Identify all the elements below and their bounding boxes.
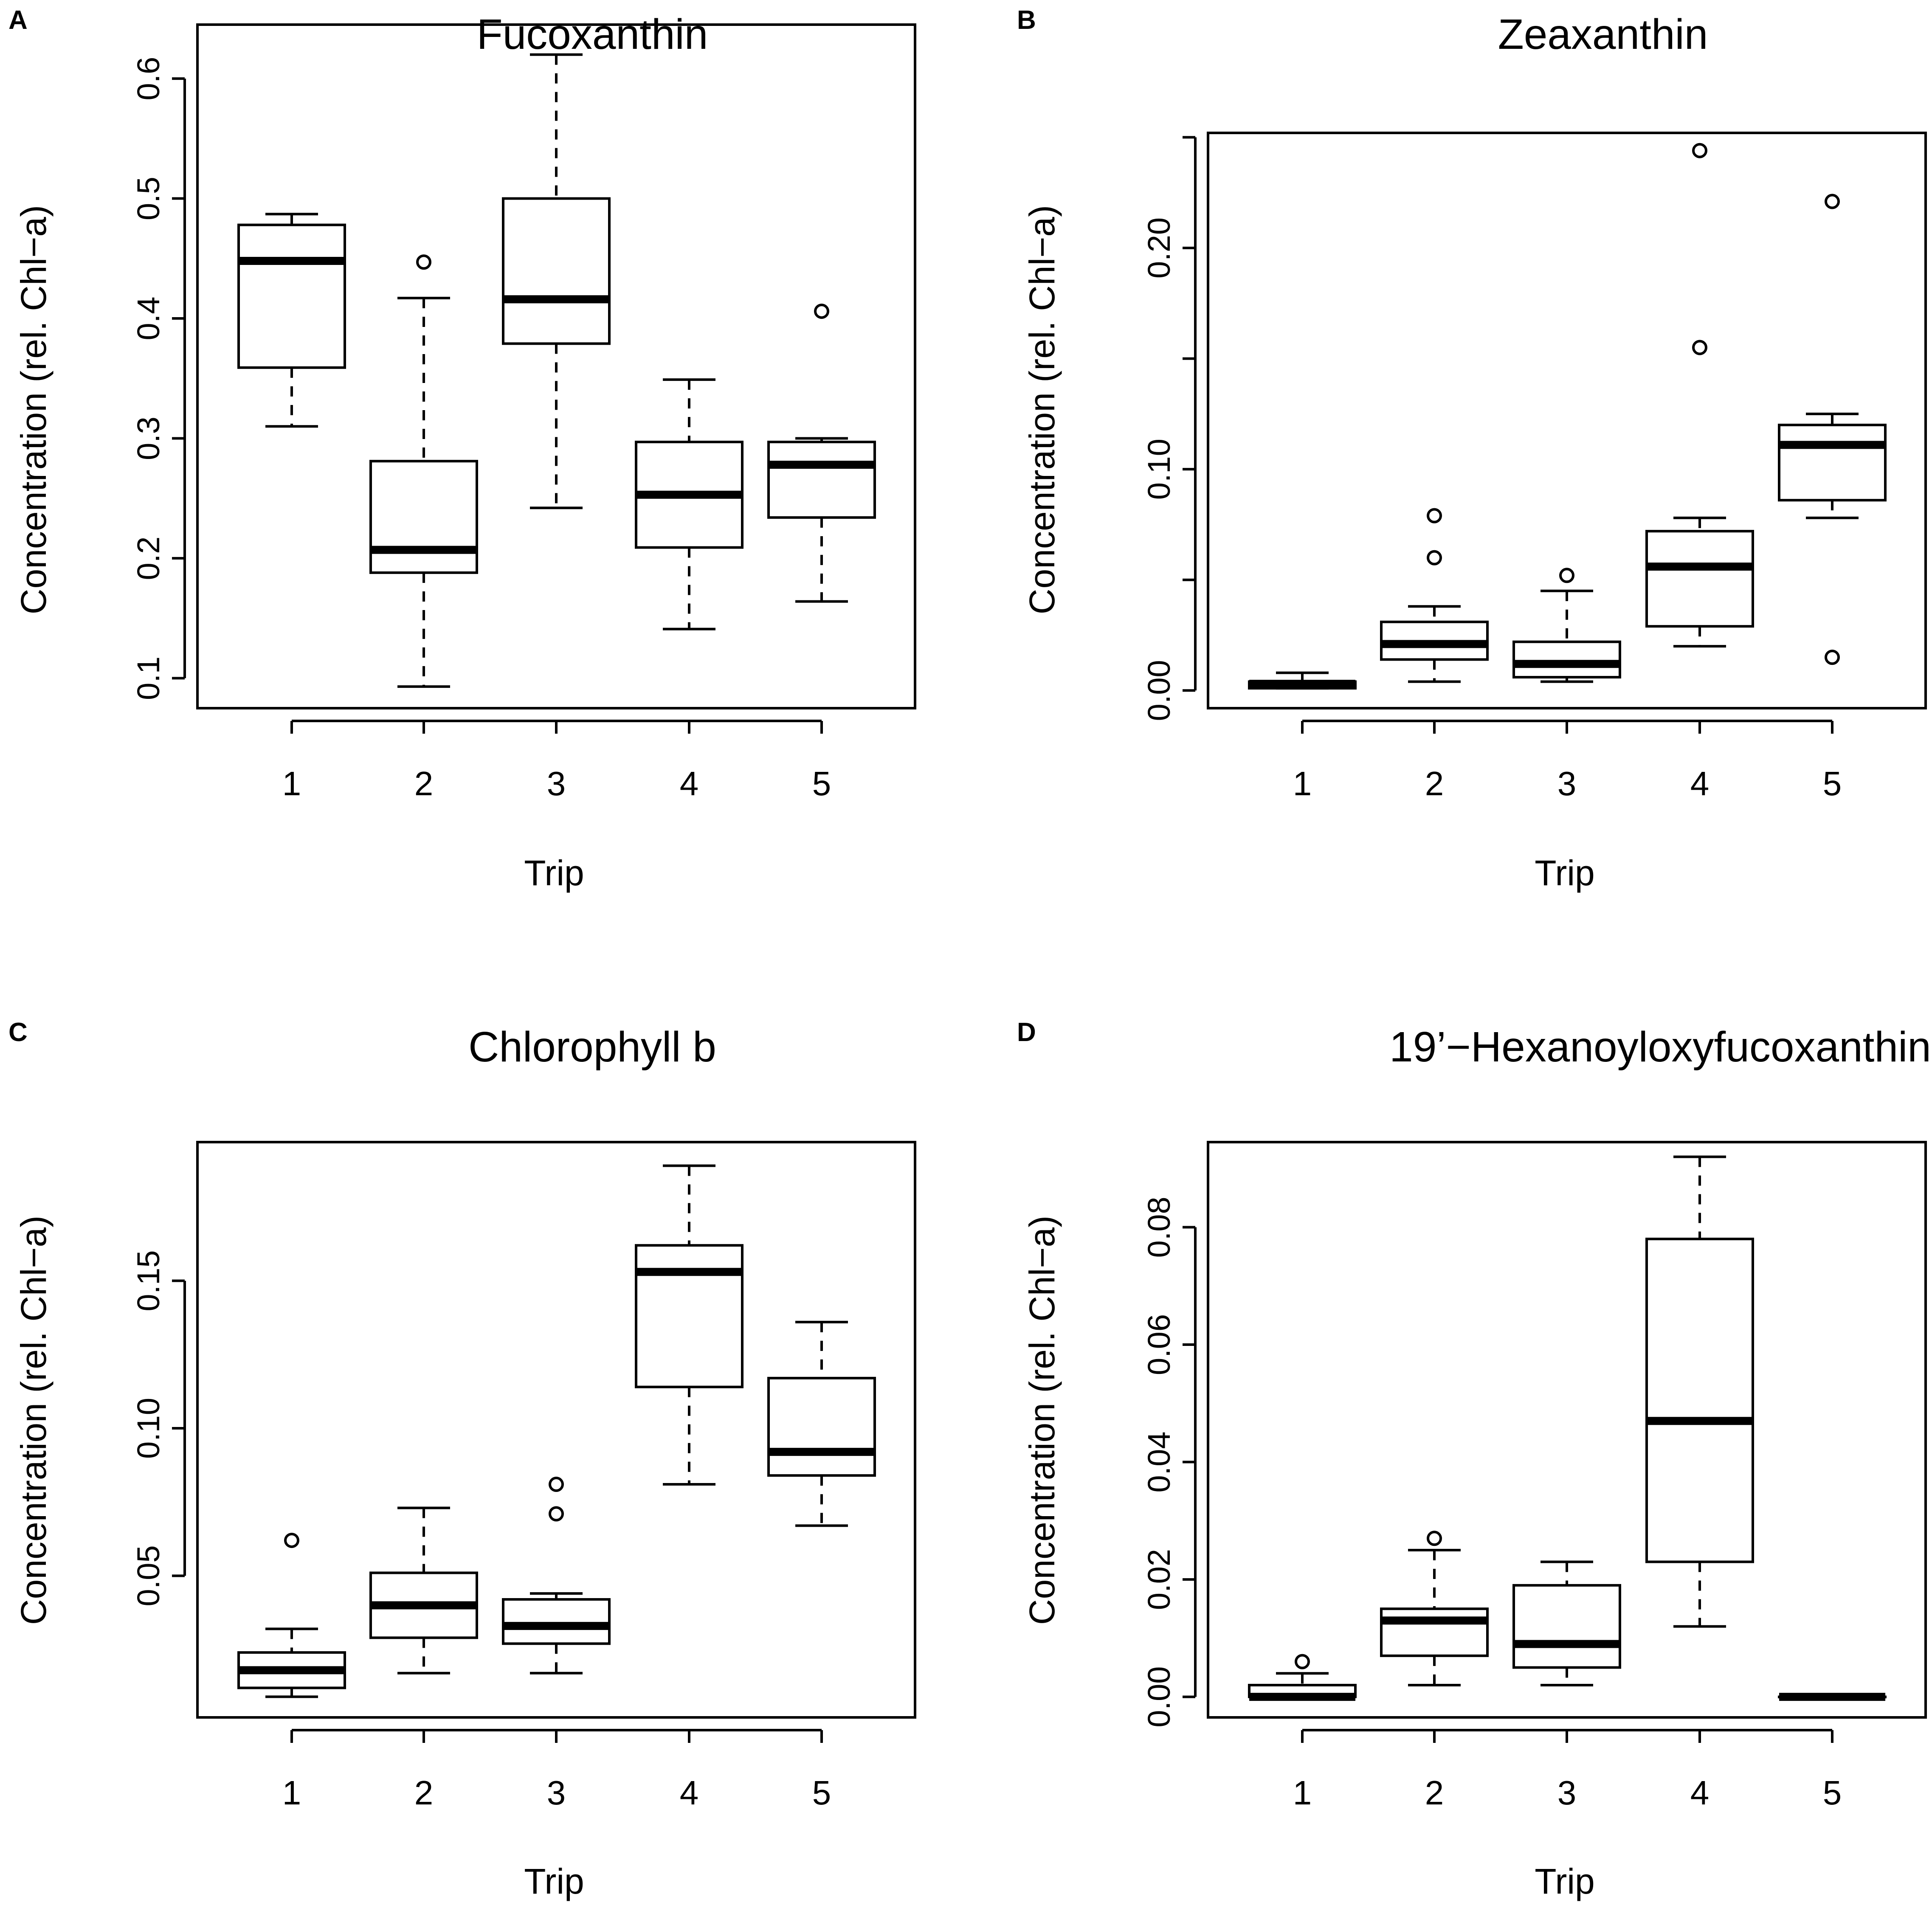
outlier-point xyxy=(1559,568,1574,583)
outlier-point xyxy=(1427,1531,1442,1546)
x-tick-label: 2 xyxy=(1425,1774,1444,1812)
plot-area: 0.05 0.10 0.15 1 2 3 4 5 xyxy=(131,1141,916,1812)
plot-frame xyxy=(1207,132,1927,709)
iqr-box xyxy=(635,1244,744,1388)
y-tick-label: 0.08 xyxy=(1141,1196,1177,1258)
iqr-box xyxy=(502,197,611,345)
x-tick-label: 4 xyxy=(1690,1774,1710,1812)
x-axis-label: Trip xyxy=(1535,1861,1595,1901)
y-tick-label: 0.3 xyxy=(131,417,166,460)
outlier-point xyxy=(416,254,431,270)
x-tick-label: 5 xyxy=(812,1774,831,1812)
x-tick-label: 5 xyxy=(1823,1774,1842,1812)
y-tick-label: 0.02 xyxy=(1141,1549,1177,1610)
iqr-box xyxy=(502,1598,611,1645)
x-tick-label: 1 xyxy=(282,765,301,802)
outlier-point xyxy=(1692,143,1707,158)
iqr-box xyxy=(767,1376,876,1477)
x-axis-label: Trip xyxy=(1535,853,1595,893)
y-tick-label: 0.4 xyxy=(131,297,166,341)
y-tick-label: 0.2 xyxy=(131,536,166,580)
y-axis-label: Concentration (rel. Chl−a) xyxy=(14,205,54,614)
y-tick-label: 0.06 xyxy=(1141,1314,1177,1375)
x-tick-label: 3 xyxy=(1557,765,1577,802)
outlier-point xyxy=(1692,340,1707,355)
outlier-point xyxy=(284,1533,299,1548)
x-tick-label: 4 xyxy=(680,765,699,802)
x-tick-label: 3 xyxy=(547,765,566,802)
chart-title: Chlorophyll b xyxy=(468,1023,716,1071)
chart-title: 19’−Hexanoyloxyfucoxanthin xyxy=(1389,1023,1931,1071)
x-axis-label: Trip xyxy=(524,853,584,893)
y-axis-label: Concentration (rel. Chl−a) xyxy=(1022,205,1062,614)
outlier-point xyxy=(1825,194,1840,209)
x-tick-label: 2 xyxy=(414,765,434,802)
x-tick-label: 3 xyxy=(1557,1774,1577,1812)
x-tick-label: 2 xyxy=(414,1774,434,1812)
iqr-box xyxy=(1512,640,1621,679)
iqr-box xyxy=(369,460,478,574)
iqr-box xyxy=(237,223,346,369)
x-tick-label: 1 xyxy=(1293,765,1312,802)
panel-letter: D xyxy=(1017,1018,1036,1047)
x-tick-label: 5 xyxy=(812,765,831,802)
chart-title: Zeaxanthin xyxy=(1498,11,1708,58)
outlier-point xyxy=(1295,1654,1310,1669)
y-tick-label: 0.5 xyxy=(131,177,166,220)
x-tick-label: 1 xyxy=(282,1774,301,1812)
y-axis-label: Concentration (rel. Chl−a) xyxy=(14,1216,54,1625)
plot-frame xyxy=(196,23,916,709)
iqr-box xyxy=(1645,1238,1754,1563)
plot-frame xyxy=(1207,1141,1927,1719)
x-tick-label: 2 xyxy=(1425,765,1444,802)
plot-frame xyxy=(196,1141,916,1719)
y-axis-label: Concentration (rel. Chl−a) xyxy=(1022,1216,1062,1625)
outlier-point xyxy=(1825,650,1840,665)
panel-d: D 19’−Hexanoyloxyfucoxanthin Trip Concen… xyxy=(1017,1018,1931,1901)
iqr-box xyxy=(1645,530,1754,628)
outlier-point xyxy=(1427,508,1442,523)
chart-title: Fucoxanthin xyxy=(477,11,708,58)
plot-area: 0.00 0.10 0.20 1 2 3 4 5 xyxy=(1141,132,1927,802)
y-tick-label: 0.04 xyxy=(1141,1432,1177,1493)
panel-letter: B xyxy=(1017,6,1036,35)
y-tick-label: 0.1 xyxy=(131,656,166,700)
plot-area: 0.1 0.2 0.3 0.4 0.5 0.6 1 2 3 4 5 xyxy=(131,23,916,802)
x-tick-label: 3 xyxy=(547,1774,566,1812)
x-tick-label: 4 xyxy=(1690,765,1710,802)
outlier-point xyxy=(549,1477,564,1492)
y-tick-label: 0.05 xyxy=(131,1545,166,1606)
x-tick-label: 4 xyxy=(680,1774,699,1812)
iqr-box xyxy=(1380,1607,1489,1657)
x-tick-label: 5 xyxy=(1823,765,1842,802)
y-tick-label: 0.00 xyxy=(1141,660,1177,721)
outlier-point xyxy=(814,304,829,319)
iqr-box xyxy=(1512,1584,1621,1669)
y-tick-label: 0.10 xyxy=(131,1398,166,1459)
panel-letter: A xyxy=(8,6,28,35)
y-tick-label: 0.15 xyxy=(131,1250,166,1312)
panel-letter: C xyxy=(8,1018,28,1047)
x-tick-label: 1 xyxy=(1293,1774,1312,1812)
panel-a: A Fucoxanthin Trip Concentration (rel. C… xyxy=(8,6,916,893)
iqr-box xyxy=(767,440,876,519)
y-tick-label: 0.20 xyxy=(1141,217,1177,279)
y-tick-label: 0.10 xyxy=(1141,439,1177,500)
panel-b: B Zeaxanthin Trip Concentration (rel. Ch… xyxy=(1017,6,1927,893)
plot-area: 0.00 0.02 0.04 0.06 0.08 1 2 3 4 5 xyxy=(1141,1141,1927,1812)
outlier-point xyxy=(549,1506,564,1522)
y-tick-label: 0.6 xyxy=(131,57,166,101)
x-axis-label: Trip xyxy=(524,1861,584,1901)
panel-c: C Chlorophyll b Trip Concentration (rel.… xyxy=(8,1018,916,1901)
outlier-point xyxy=(1427,550,1442,566)
y-tick-label: 0.00 xyxy=(1141,1666,1177,1728)
iqr-box xyxy=(1778,423,1887,502)
